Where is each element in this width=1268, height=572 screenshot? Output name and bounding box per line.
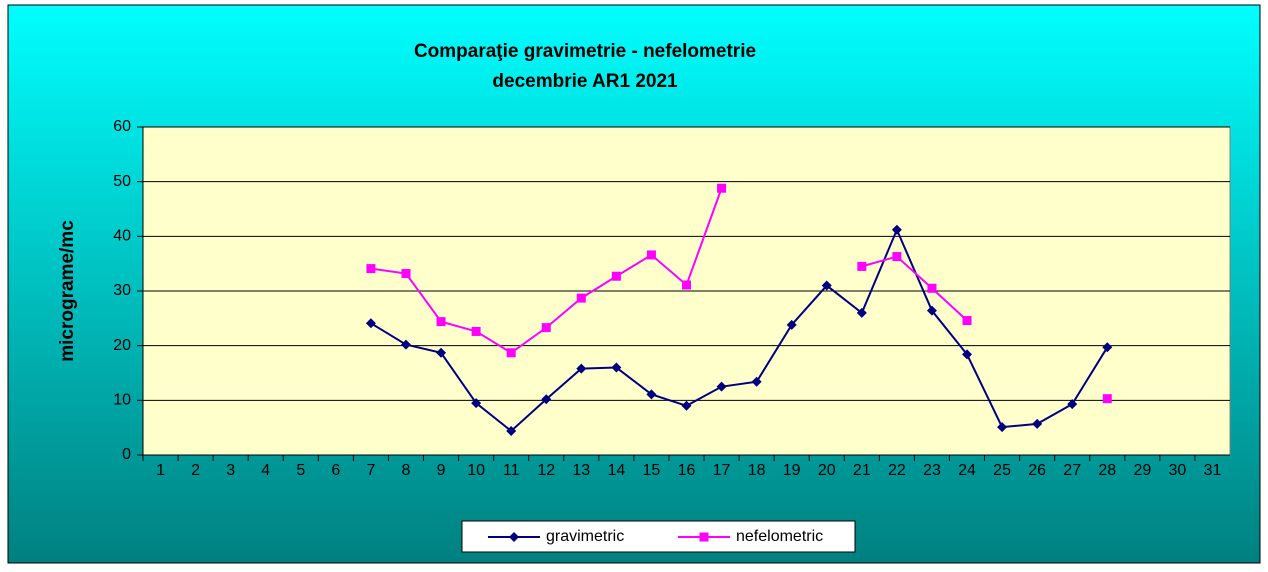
x-tick-label: 12 xyxy=(537,462,555,479)
data-point xyxy=(471,326,481,336)
series-line xyxy=(370,227,1109,433)
x-tick-label: 13 xyxy=(572,462,590,479)
data-point xyxy=(400,339,411,350)
y-tick-label: 20 xyxy=(113,337,131,354)
x-tick-label: 21 xyxy=(853,462,871,479)
x-tick-label: 2 xyxy=(191,462,200,479)
data-point xyxy=(857,261,867,271)
data-point xyxy=(716,381,727,392)
x-tick-label: 14 xyxy=(607,462,625,479)
data-point xyxy=(436,317,446,327)
data-point xyxy=(1102,394,1112,404)
data-point xyxy=(751,376,762,387)
x-tick-label: 24 xyxy=(958,462,976,479)
data-point xyxy=(962,316,972,326)
data-point xyxy=(892,252,902,262)
x-tick-label: 4 xyxy=(261,462,270,479)
x-tick-label: 18 xyxy=(748,462,766,479)
legend-label: nefelometric xyxy=(736,528,823,545)
x-tick-label: 1 xyxy=(156,462,165,479)
x-tick-label: 19 xyxy=(783,462,801,479)
data-point xyxy=(576,293,586,303)
data-point xyxy=(962,349,973,360)
chart-title: decembrie AR1 2021 xyxy=(492,71,678,92)
x-tick-label: 3 xyxy=(226,462,235,479)
data-point xyxy=(506,348,516,358)
data-point xyxy=(926,305,937,316)
data-point xyxy=(611,362,622,373)
x-tick-label: 28 xyxy=(1098,462,1116,479)
data-point xyxy=(365,318,376,329)
data-point xyxy=(891,224,902,235)
data-point xyxy=(541,323,551,333)
x-tick-label: 29 xyxy=(1133,462,1151,479)
x-tick-label: 6 xyxy=(331,462,340,479)
data-point xyxy=(927,283,937,293)
x-tick-label: 15 xyxy=(643,462,661,479)
x-tick-label: 8 xyxy=(402,462,411,479)
x-tick-label: 22 xyxy=(888,462,906,479)
y-tick-label: 50 xyxy=(113,173,131,190)
legend-label: gravimetric xyxy=(546,528,624,545)
data-point xyxy=(401,269,411,279)
data-point xyxy=(471,398,482,409)
data-point xyxy=(366,264,376,274)
x-tick-label: 10 xyxy=(467,462,485,479)
y-tick-label: 40 xyxy=(113,228,131,245)
data-point xyxy=(436,347,447,358)
data-point xyxy=(541,394,552,405)
x-tick-label: 7 xyxy=(366,462,375,479)
x-tick-label: 9 xyxy=(437,462,446,479)
data-point xyxy=(1102,342,1113,353)
data-point xyxy=(717,183,727,193)
data-point xyxy=(821,280,832,291)
x-tick-label: 31 xyxy=(1204,462,1222,479)
y-tick-label: 0 xyxy=(122,446,131,463)
data-point xyxy=(1032,418,1043,429)
x-tick-label: 25 xyxy=(993,462,1011,479)
chart-title: Comparaţie gravimetrie - nefelometrie xyxy=(414,41,756,62)
data-point xyxy=(856,307,867,318)
x-tick-label: 27 xyxy=(1063,462,1081,479)
x-tick-label: 16 xyxy=(678,462,696,479)
y-tick-label: 30 xyxy=(113,282,131,299)
x-tick-label: 23 xyxy=(923,462,941,479)
x-tick-label: 17 xyxy=(713,462,731,479)
y-tick-label: 10 xyxy=(113,392,131,409)
data-point xyxy=(1067,399,1078,410)
legend-marker xyxy=(699,532,709,542)
y-tick-label: 60 xyxy=(113,118,131,135)
data-point xyxy=(611,271,621,281)
x-tick-label: 26 xyxy=(1028,462,1046,479)
x-tick-label: 30 xyxy=(1169,462,1187,479)
legend-marker xyxy=(509,532,519,542)
data-point xyxy=(576,363,587,374)
data-point xyxy=(786,319,797,330)
x-tick-label: 5 xyxy=(296,462,305,479)
data-point xyxy=(646,389,657,400)
y-axis-label: micrograme/mc xyxy=(57,220,78,362)
x-tick-label: 11 xyxy=(503,462,520,479)
data-point xyxy=(506,425,517,436)
data-point xyxy=(646,250,656,260)
x-tick-label: 20 xyxy=(818,462,836,479)
data-point xyxy=(681,400,692,411)
data-point xyxy=(682,280,691,290)
data-point xyxy=(997,422,1008,433)
